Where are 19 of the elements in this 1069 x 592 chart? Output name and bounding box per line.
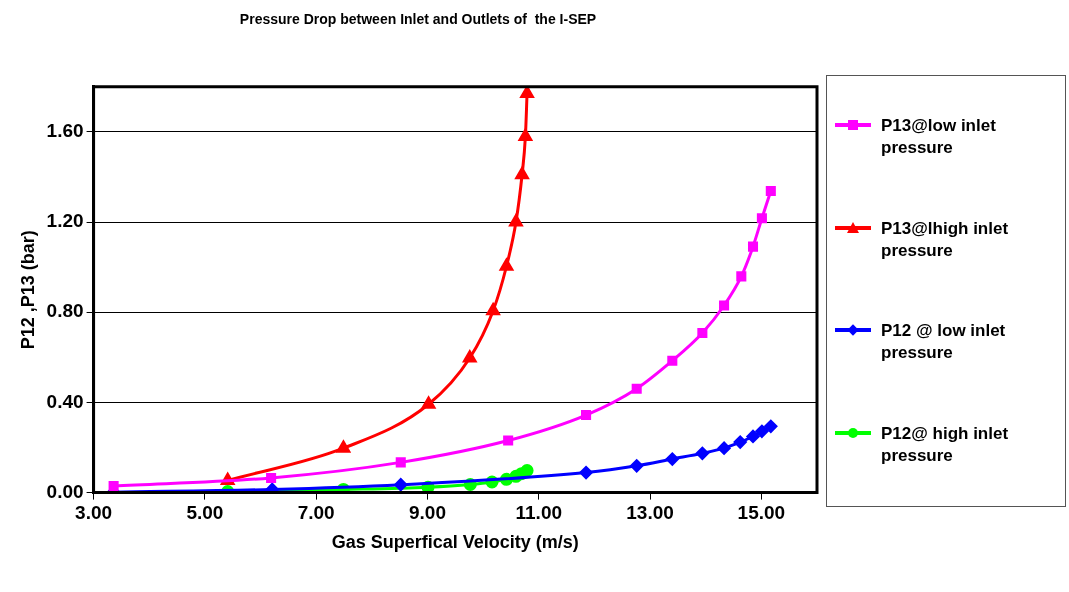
legend-label: P12 @ low inlet pressure [881,320,1007,365]
x-tick-label: 9.00 [408,502,446,524]
x-axis-title: Gas Superfical Velocity (m/s) [331,532,579,553]
x-tick-label: 7.00 [297,502,335,524]
y-tick-label: 1.60 [46,120,84,142]
x-tick-label: 3.00 [75,502,113,524]
x-tick-label: 11.00 [515,502,563,524]
x-tick-label: 15.00 [737,502,786,524]
y-tick-label: 0.00 [46,480,84,502]
y-axis-title: P12 ,P13 (bar) [17,230,38,350]
legend-label: P13@lhigh inlet pressure [881,217,1010,262]
x-tick-label: 5.00 [186,502,224,524]
legend-label: P13@low inlet pressure [881,115,997,160]
legend-label: P12@ high inlet pressure [881,422,1010,467]
chart-title: Pressure Drop between Inlet and Outlets of the I-SEP [239,11,597,28]
y-tick-label: 0.40 [46,390,84,412]
x-tick-label: 13.00 [626,502,674,524]
y-tick-label: 1.20 [46,210,84,232]
y-tick-label: 0.80 [46,300,84,322]
